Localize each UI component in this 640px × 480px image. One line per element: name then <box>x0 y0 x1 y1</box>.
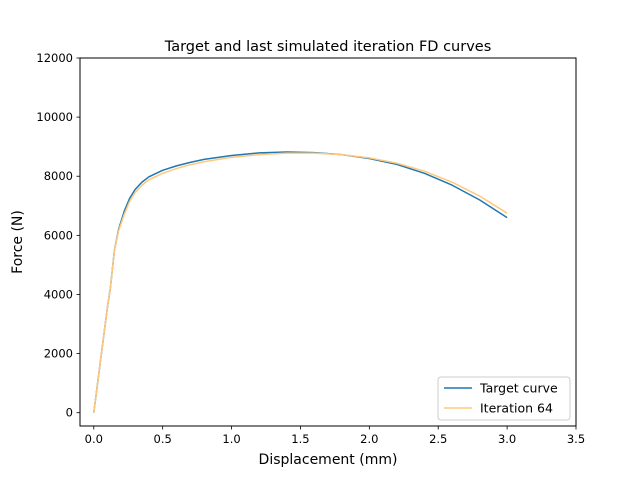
x-tick-label: 2.5 <box>429 432 447 446</box>
x-tick-label: 2.0 <box>360 432 378 446</box>
x-axis-label: Displacement (mm) <box>259 452 398 468</box>
x-tick-label: 0.0 <box>85 432 103 446</box>
x-tick-label: 3.5 <box>567 432 585 446</box>
plot-frame <box>79 57 577 427</box>
x-tick-label: 0.5 <box>154 432 172 446</box>
series-line-target-curve <box>93 151 508 413</box>
y-tick-label: 6000 <box>44 228 73 242</box>
legend-label-iteration-64: Iteration 64 <box>480 401 553 416</box>
x-tick-label: 3.0 <box>498 432 516 446</box>
y-tick-label: 10000 <box>36 110 73 124</box>
y-tick-label: 12000 <box>36 51 73 65</box>
y-tick-label: 2000 <box>44 347 73 361</box>
x-tick-label: 1.5 <box>291 432 309 446</box>
x-axis-ticks: 0.0 0.5 1.0 1.5 2.0 2.5 3.0 3.5 <box>85 426 585 446</box>
series-line-iteration-64 <box>93 152 508 413</box>
legend: Target curve Iteration 64 <box>437 376 571 421</box>
x-tick-label: 1.0 <box>222 432 240 446</box>
series-layer <box>93 151 508 413</box>
y-axis-ticks: 0 2000 4000 6000 8000 10000 12000 <box>36 51 80 420</box>
y-axis-label: Force (N) <box>10 210 26 274</box>
y-tick-label: 0 <box>66 406 73 420</box>
y-tick-label: 8000 <box>44 169 73 183</box>
chart-title: Target and last simulated iteration FD c… <box>164 39 492 55</box>
y-tick-label: 4000 <box>44 287 73 301</box>
legend-label-target-curve: Target curve <box>479 381 558 396</box>
